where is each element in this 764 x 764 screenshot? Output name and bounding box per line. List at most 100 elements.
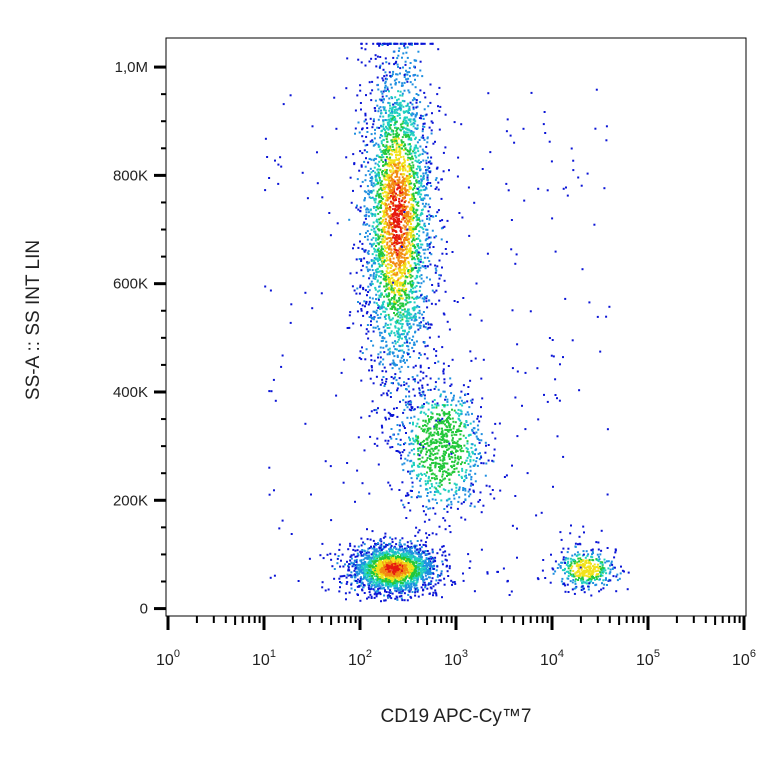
- event-dot: [367, 551, 370, 554]
- event-dot: [411, 219, 414, 222]
- event-dot: [373, 242, 376, 245]
- event-dot: [401, 136, 404, 139]
- event-dot: [425, 228, 428, 231]
- event-dot: [416, 578, 419, 581]
- event-dot: [370, 410, 373, 413]
- event-dot: [386, 42, 389, 45]
- event-dot: [401, 316, 404, 319]
- event-dot: [430, 565, 433, 568]
- event-dot: [387, 114, 390, 117]
- event-dot: [416, 271, 419, 274]
- event-dot: [420, 175, 422, 178]
- event-dot: [426, 383, 429, 386]
- event-dot: [373, 574, 376, 577]
- event-dot: [392, 236, 394, 239]
- event-dot: [379, 106, 382, 109]
- event-dot: [376, 559, 379, 562]
- event-dot: [385, 282, 388, 285]
- event-dot: [373, 560, 376, 563]
- event-dot: [378, 549, 381, 552]
- event-dot: [429, 567, 432, 570]
- event-dot: [395, 158, 398, 161]
- event-dot: [418, 166, 421, 169]
- event-dot: [390, 571, 393, 574]
- event-dot: [418, 186, 421, 189]
- event-dot: [407, 164, 410, 167]
- event-dot: [386, 140, 389, 143]
- event-dot: [393, 224, 396, 227]
- event-dot: [410, 288, 412, 291]
- event-dot: [420, 136, 423, 139]
- event-dot: [389, 589, 392, 592]
- event-dot: [384, 590, 386, 593]
- event-dot: [406, 551, 409, 554]
- event-dot: [367, 211, 370, 214]
- event-dot: [382, 584, 385, 587]
- event-dot: [385, 378, 388, 380]
- event-dot: [428, 126, 431, 129]
- event-dot: [370, 243, 373, 246]
- event-dot: [418, 309, 421, 312]
- event-dot: [403, 212, 406, 215]
- event-dot: [404, 263, 407, 266]
- event-dot: [390, 284, 393, 287]
- event-dot: [354, 576, 357, 579]
- event-dot: [360, 560, 363, 563]
- event-dot: [359, 577, 362, 580]
- event-dot: [399, 166, 402, 168]
- event-dot: [409, 176, 412, 178]
- event-dot: [354, 127, 357, 130]
- event-dot: [399, 335, 401, 338]
- event-dot: [369, 233, 371, 235]
- event-dot: [385, 226, 387, 228]
- event-dot: [412, 164, 415, 167]
- event-dot: [388, 196, 391, 199]
- event-dot: [391, 341, 394, 344]
- event-dot: [359, 185, 362, 188]
- event-dot: [369, 560, 372, 563]
- event-dot: [357, 566, 360, 569]
- event-dot: [425, 375, 428, 378]
- event-dot: [414, 127, 417, 130]
- event-dot: [420, 546, 423, 549]
- event-dot: [416, 42, 419, 45]
- event-dot: [402, 66, 404, 69]
- event-dot: [390, 222, 393, 224]
- event-dot: [349, 311, 352, 314]
- event-dot: [369, 574, 372, 576]
- event-dot: [396, 575, 399, 578]
- event-dot: [409, 147, 412, 150]
- event-dot: [402, 360, 405, 362]
- event-dot: [420, 558, 423, 561]
- event-dots: [264, 42, 630, 603]
- event-dot: [383, 573, 386, 576]
- event-dot: [391, 112, 394, 114]
- event-dot: [434, 264, 437, 267]
- event-dot: [395, 567, 398, 570]
- event-dot: [387, 161, 390, 164]
- event-dot: [353, 289, 356, 292]
- event-dot: [406, 153, 409, 156]
- event-dot: [414, 594, 417, 597]
- event-dot: [401, 547, 404, 550]
- event-dot: [391, 230, 394, 233]
- event-dot: [363, 592, 366, 594]
- event-dot: [355, 206, 358, 209]
- event-dot: [388, 165, 391, 168]
- event-dot: [340, 559, 342, 562]
- event-dot: [410, 240, 413, 243]
- event-dot: [395, 547, 398, 550]
- event-dot: [435, 569, 438, 572]
- event-dot: [427, 567, 430, 570]
- event-dot: [419, 285, 422, 288]
- event-dot: [414, 59, 417, 62]
- event-dot: [403, 543, 406, 546]
- event-dot: [381, 254, 383, 257]
- event-dot: [389, 214, 392, 217]
- event-dot: [376, 233, 379, 236]
- event-dot: [385, 259, 387, 262]
- event-dot: [394, 81, 397, 84]
- event-dot: [392, 50, 395, 53]
- event-dot: [391, 118, 394, 121]
- event-dot: [365, 302, 367, 305]
